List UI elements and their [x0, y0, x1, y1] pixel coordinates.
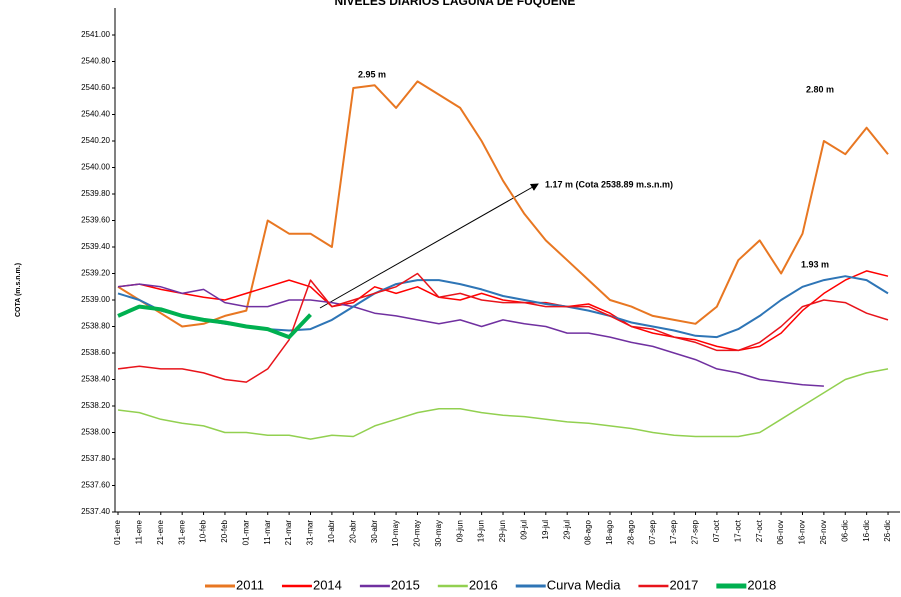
x-tick-label: 29-jun: [498, 520, 507, 542]
x-tick-label: 10-abr: [327, 520, 336, 543]
x-tick-label: 09-jul: [520, 520, 529, 540]
y-tick-label: 2540.20: [81, 136, 110, 145]
x-tick-label: 31-ene: [177, 519, 186, 544]
y-tick-label: 2539.60: [81, 216, 110, 225]
legend-label: Curva Media: [547, 577, 621, 592]
series-line: [117, 272, 889, 383]
x-tick-label: 06-nov: [776, 520, 785, 544]
x-tick-label: 27-oct: [755, 519, 764, 542]
y-tick-label: 2540.40: [81, 110, 110, 119]
x-tick-label: 27-sep: [691, 519, 700, 544]
y-tick-label: 2541.00: [81, 30, 110, 39]
y-tick-label: 2540.60: [81, 83, 110, 92]
y-tick-label: 2538.60: [81, 348, 110, 357]
x-tick-label: 10-feb: [199, 519, 208, 542]
annotation: 1.93 m: [801, 259, 829, 269]
x-tick-label: 07-sep: [648, 519, 657, 544]
x-tick-label: 01-mar: [241, 520, 250, 546]
y-tick-label: 2537.60: [81, 481, 110, 490]
y-tick-label: 2537.80: [81, 454, 110, 463]
x-tick-label: 16-nov: [798, 520, 807, 544]
x-tick-label: 16-dic: [862, 520, 871, 542]
series-line: [117, 283, 824, 387]
x-tick-label: 30-abr: [370, 520, 379, 543]
y-tick-label: 2538.20: [81, 401, 110, 410]
legend-label: 2016: [469, 577, 498, 592]
y-tick-label: 2539.80: [81, 189, 110, 198]
legend-label: 2018: [747, 577, 776, 592]
x-tick-label: 08-ago: [584, 519, 593, 544]
y-tick-label: 2538.80: [81, 322, 110, 331]
x-tick-label: 20-feb: [220, 519, 229, 542]
x-tick-label: 07-oct: [712, 519, 721, 542]
x-tick-label: 17-oct: [733, 519, 742, 542]
x-tick-label: 18-ago: [605, 519, 614, 544]
annotation: 1.17 m (Cota 2538.89 m.s.n.m): [545, 179, 673, 189]
x-tick-label: 20-may: [413, 520, 422, 547]
series-line: [117, 80, 889, 328]
legend-label: 2015: [391, 577, 420, 592]
x-tick-label: 28-ago: [626, 519, 635, 544]
x-tick-label: 19-jul: [541, 520, 550, 540]
x-tick-label: 21-mar: [284, 520, 293, 546]
series-line: [117, 368, 889, 440]
series-line: [117, 275, 889, 339]
annotation: 2.80 m: [806, 84, 834, 94]
series-line: [117, 270, 889, 352]
x-tick-label: 01-ene: [113, 519, 122, 544]
arrow: [319, 183, 539, 309]
y-tick-label: 2538.00: [81, 428, 110, 437]
y-tick-label: 2539.00: [81, 295, 110, 304]
x-tick-label: 09-jun: [455, 520, 464, 542]
x-tick-label: 19-jun: [477, 520, 486, 542]
x-tick-label: 11-mar: [263, 520, 272, 545]
x-tick-label: 31-mar: [306, 520, 315, 546]
series-line: [117, 304, 312, 340]
x-tick-label: 11-ene: [134, 519, 143, 544]
x-tick-label: 20-abr: [348, 520, 357, 543]
legend-label: 2017: [669, 577, 698, 592]
annotation: 2.95 m: [358, 69, 386, 79]
x-tick-label: 30-may: [434, 520, 443, 547]
y-tick-label: 2540.00: [81, 163, 110, 172]
legend-label: 2011: [236, 577, 264, 592]
y-tick-label: 2539.20: [81, 269, 110, 278]
x-tick-label: 29-jul: [562, 520, 571, 540]
y-tick-label: 2538.40: [81, 375, 110, 384]
x-tick-label: 17-sep: [669, 519, 678, 544]
x-tick-label: 10-may: [391, 520, 400, 547]
y-tick-label: 2539.40: [81, 242, 110, 251]
x-tick-label: 21-ene: [156, 519, 165, 544]
y-tick-label: 2540.80: [81, 57, 110, 66]
x-tick-label: 26-nov: [819, 520, 828, 544]
y-tick-label: 2537.40: [81, 507, 110, 516]
chart-title: NIVELES DIARIOS LAGUNA DE FUQUENE: [335, 0, 576, 8]
y-axis-label: COTA (m.s.n.m.): [15, 263, 22, 317]
legend-label: 2014: [313, 577, 342, 592]
x-tick-label: 26-dic: [883, 520, 892, 542]
x-tick-label: 06-dic: [840, 520, 849, 542]
